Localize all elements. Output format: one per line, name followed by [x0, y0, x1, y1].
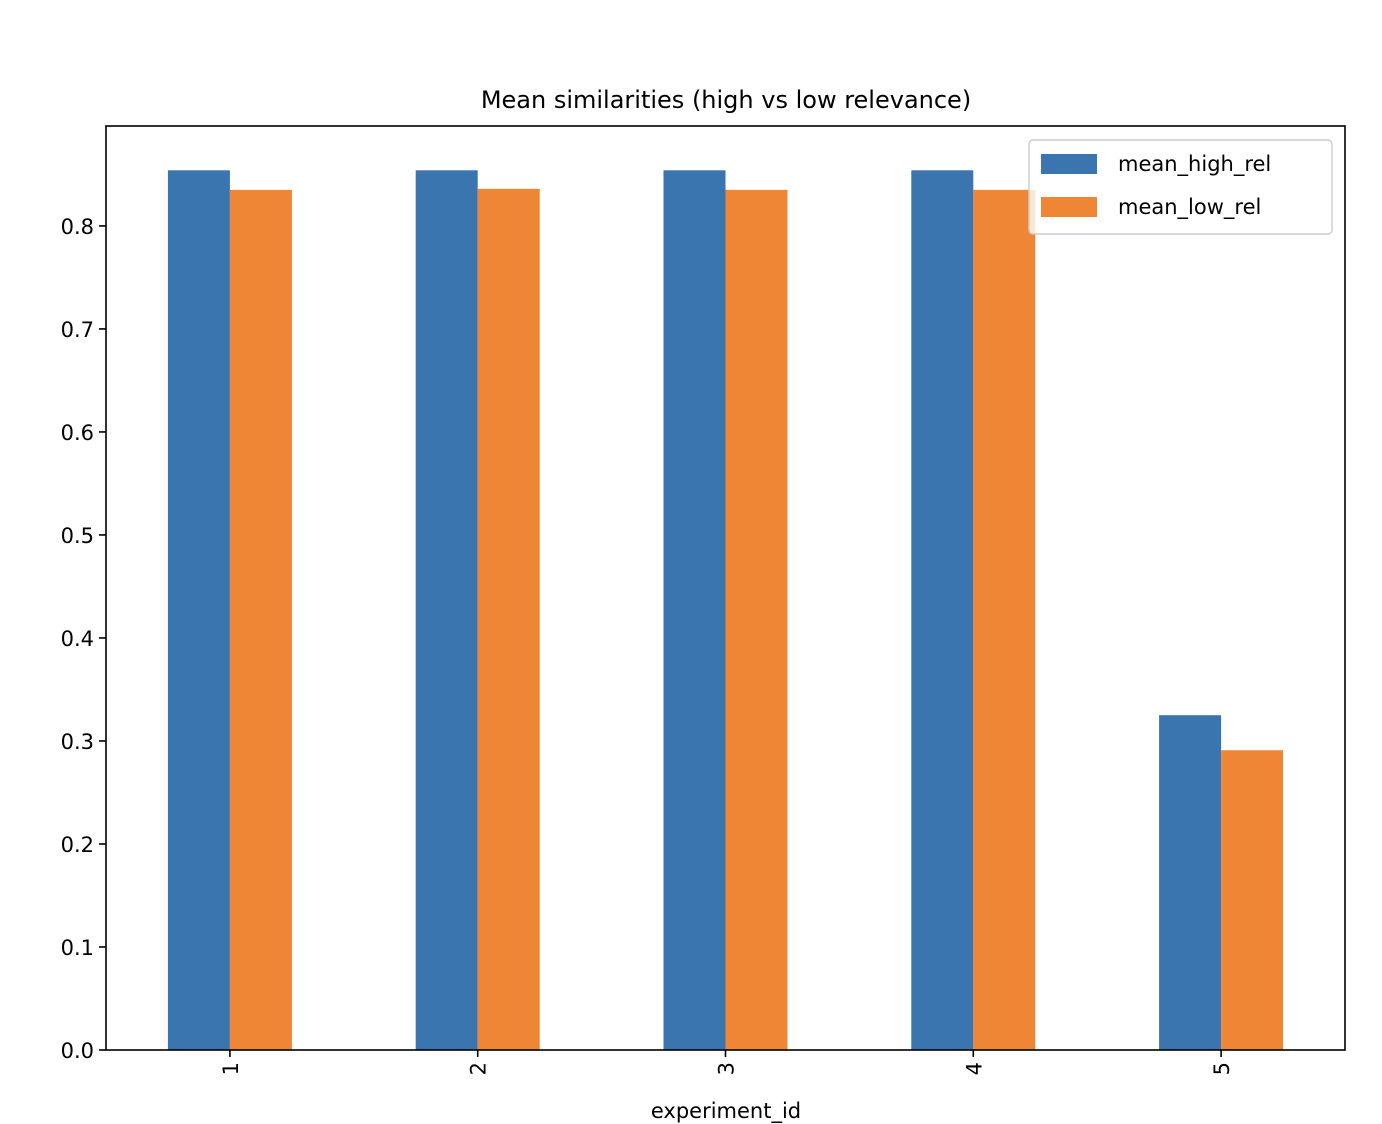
y-tick-label: 0.0: [61, 1039, 94, 1063]
x-axis: 1 2 3 4 5: [219, 1050, 1234, 1075]
x-tick-label: 2: [467, 1062, 491, 1075]
y-tick-label: 0.4: [61, 627, 94, 651]
y-tick-label: 0.5: [61, 524, 94, 548]
legend-label-mean_high_rel: mean_high_rel: [1118, 152, 1271, 177]
legend-swatch-mean_high_rel: [1041, 154, 1097, 174]
bar-mean_low_rel-4: [973, 189, 1036, 1051]
y-tick-label: 0.6: [61, 421, 94, 445]
bar-mean_low_rel-1: [229, 189, 292, 1051]
legend-label-mean_low_rel: mean_low_rel: [1118, 195, 1261, 220]
chart-title: Mean similarities (high vs low relevance…: [481, 86, 971, 114]
x-tick-label: 1: [219, 1062, 243, 1075]
legend-box: [1028, 139, 1333, 235]
bar-mean_low_rel-5: [1221, 750, 1284, 1050]
bar-mean_low_rel-2: [477, 188, 540, 1050]
y-tick-label: 0.3: [61, 730, 94, 754]
x-tick-label: 3: [715, 1062, 739, 1075]
y-axis: 0.0 0.1 0.2 0.3 0.4 0.5 0.6 0.7 0.8: [61, 215, 106, 1063]
bars-group: [167, 170, 1284, 1051]
x-axis-label: experiment_id: [651, 1099, 801, 1124]
y-tick-label: 0.8: [61, 215, 94, 239]
x-tick-label: 5: [1210, 1062, 1234, 1075]
bar-mean_low_rel-3: [725, 189, 788, 1051]
bar-mean_high_rel-1: [167, 170, 230, 1050]
y-tick-label: 0.1: [61, 936, 94, 960]
x-tick-label: 4: [962, 1062, 986, 1075]
bar-mean_high_rel-2: [415, 170, 478, 1050]
bar-mean_high_rel-5: [1159, 715, 1222, 1050]
bar-mean_high_rel-4: [911, 170, 974, 1050]
legend-swatch-mean_low_rel: [1041, 197, 1097, 217]
y-tick-label: 0.7: [61, 318, 94, 342]
legend: mean_high_rel mean_low_rel: [1028, 139, 1333, 235]
bar-mean_high_rel-3: [663, 170, 726, 1050]
y-tick-label: 0.2: [61, 833, 94, 857]
